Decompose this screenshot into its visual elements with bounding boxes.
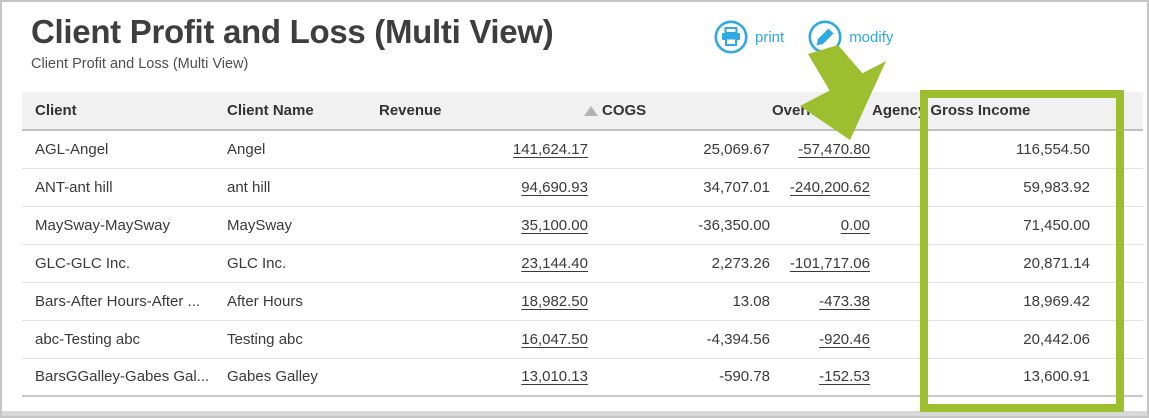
revenue-link[interactable]: 16,047.50 xyxy=(521,330,588,348)
table-row: GLC-GLC Inc. GLC Inc. 23,144.40 2,273.26… xyxy=(22,244,1143,282)
overhead-link[interactable]: -101,717.06 xyxy=(789,254,870,272)
revenue-cell: 141,624.17 xyxy=(379,130,602,168)
client-cell: AGL-Angel xyxy=(35,140,109,158)
overhead-link[interactable]: -920.46 xyxy=(819,330,870,348)
modify-button[interactable]: modify xyxy=(808,20,893,54)
revenue-link[interactable]: 23,144.40 xyxy=(521,254,588,272)
print-label: print xyxy=(755,28,785,46)
agency-gross-income-cell: 20,442.06 xyxy=(1023,330,1090,348)
table-body: AGL-Angel Angel 141,624.17 25,069.67 -57… xyxy=(22,130,1143,396)
revenue-cell: 35,100.00 xyxy=(379,206,602,244)
client-name-cell: After Hours xyxy=(227,292,303,310)
overhead-cell: -57,470.80 xyxy=(772,130,872,168)
page-title: Client Profit and Loss (Multi View) xyxy=(31,13,554,50)
table-row: ANT-ant hill ant hill 94,690.93 34,707.0… xyxy=(22,168,1143,206)
cogs-cell: 13.08 xyxy=(732,292,770,310)
revenue-link[interactable]: 94,690.93 xyxy=(521,178,588,196)
client-cell: BarsGGalley-Gabes Gal... xyxy=(35,368,210,386)
revenue-link[interactable]: 13,010.13 xyxy=(521,368,588,386)
column-header-client-name[interactable]: Client Name xyxy=(214,92,379,131)
column-header-client[interactable]: Client xyxy=(22,92,214,131)
client-name-cell: GLC Inc. xyxy=(227,254,287,272)
client-cell: ANT-ant hill xyxy=(35,178,113,196)
overhead-cell: -240,200.62 xyxy=(772,168,872,206)
client-name-cell: MaySway xyxy=(227,216,293,234)
toolbar: print modify xyxy=(714,20,893,54)
sort-ascending-icon xyxy=(584,106,598,116)
revenue-cell: 18,982.50 xyxy=(379,282,602,320)
overhead-link[interactable]: -152.53 xyxy=(819,368,870,386)
overhead-cell: -101,717.06 xyxy=(772,244,872,282)
cogs-cell: 34,707.01 xyxy=(703,178,770,196)
overhead-link[interactable]: -57,470.80 xyxy=(798,140,870,158)
table-row: abc-Testing abc Testing abc 16,047.50 -4… xyxy=(22,320,1143,358)
print-button[interactable]: print xyxy=(714,20,784,54)
revenue-link[interactable]: 35,100.00 xyxy=(521,216,588,234)
table-row: AGL-Angel Angel 141,624.17 25,069.67 -57… xyxy=(22,130,1143,168)
table-row: BarsGGalley-Gabes Gal... Gabes Galley 13… xyxy=(22,358,1143,396)
agency-gross-income-cell: 116,554.50 xyxy=(1016,140,1090,158)
column-header-agency-gross-income[interactable]: Agency Gross Income xyxy=(872,92,1143,131)
revenue-link[interactable]: 18,982.50 xyxy=(521,292,588,310)
revenue-link[interactable]: 141,624.17 xyxy=(512,140,588,158)
revenue-header-label: Revenue xyxy=(379,102,442,119)
client-name-cell: ant hill xyxy=(227,178,271,196)
column-header-overhead[interactable]: Overhead xyxy=(772,92,872,131)
client-name-cell: Angel xyxy=(227,140,266,158)
pencil-icon xyxy=(808,20,842,54)
client-name-cell: Testing abc xyxy=(227,330,303,348)
column-header-revenue[interactable]: Revenue xyxy=(379,92,602,131)
cogs-cell: 2,273.26 xyxy=(711,254,770,272)
table-row: MaySway-MaySway MaySway 35,100.00 -36,35… xyxy=(22,206,1143,244)
client-cell: Bars-After Hours-After ... xyxy=(35,292,201,310)
cogs-cell: -590.78 xyxy=(719,368,770,386)
page-bottom-edge xyxy=(2,411,1147,416)
overhead-cell: -920.46 xyxy=(772,320,872,358)
agency-gross-income-cell: 59,983.92 xyxy=(1023,178,1090,196)
printer-icon xyxy=(714,20,748,54)
overhead-link[interactable]: 0.00 xyxy=(840,216,870,234)
table-row: Bars-After Hours-After ... After Hours 1… xyxy=(22,282,1143,320)
cogs-cell: -36,350.00 xyxy=(698,216,770,234)
revenue-cell: 13,010.13 xyxy=(379,358,602,396)
modify-label: modify xyxy=(849,28,894,46)
agency-gross-income-cell: 20,871.14 xyxy=(1023,254,1090,272)
overhead-link[interactable]: -473.38 xyxy=(819,292,870,310)
overhead-cell: 0.00 xyxy=(772,206,872,244)
table-header-row: Client Client Name Revenue COGS Overhead… xyxy=(22,92,1143,131)
agency-gross-income-cell: 13,600.91 xyxy=(1023,368,1090,386)
profit-loss-table: Client Client Name Revenue COGS Overhead… xyxy=(22,92,1143,397)
overhead-link[interactable]: -240,200.62 xyxy=(789,178,870,196)
column-header-cogs[interactable]: COGS xyxy=(602,92,772,131)
cogs-cell: 25,069.67 xyxy=(703,140,770,158)
overhead-cell: -473.38 xyxy=(772,282,872,320)
client-cell: abc-Testing abc xyxy=(35,330,141,348)
cogs-cell: -4,394.56 xyxy=(706,330,770,348)
client-cell: MaySway-MaySway xyxy=(35,216,171,234)
overhead-cell: -152.53 xyxy=(772,358,872,396)
revenue-cell: 23,144.40 xyxy=(379,244,602,282)
agency-gross-income-cell: 71,450.00 xyxy=(1023,216,1090,234)
revenue-cell: 16,047.50 xyxy=(379,320,602,358)
client-cell: GLC-GLC Inc. xyxy=(35,254,131,272)
page-subtitle: Client Profit and Loss (Multi View) xyxy=(31,56,249,72)
client-name-cell: Gabes Galley xyxy=(227,368,318,386)
agency-gross-income-cell: 18,969.42 xyxy=(1023,292,1090,310)
revenue-cell: 94,690.93 xyxy=(379,168,602,206)
